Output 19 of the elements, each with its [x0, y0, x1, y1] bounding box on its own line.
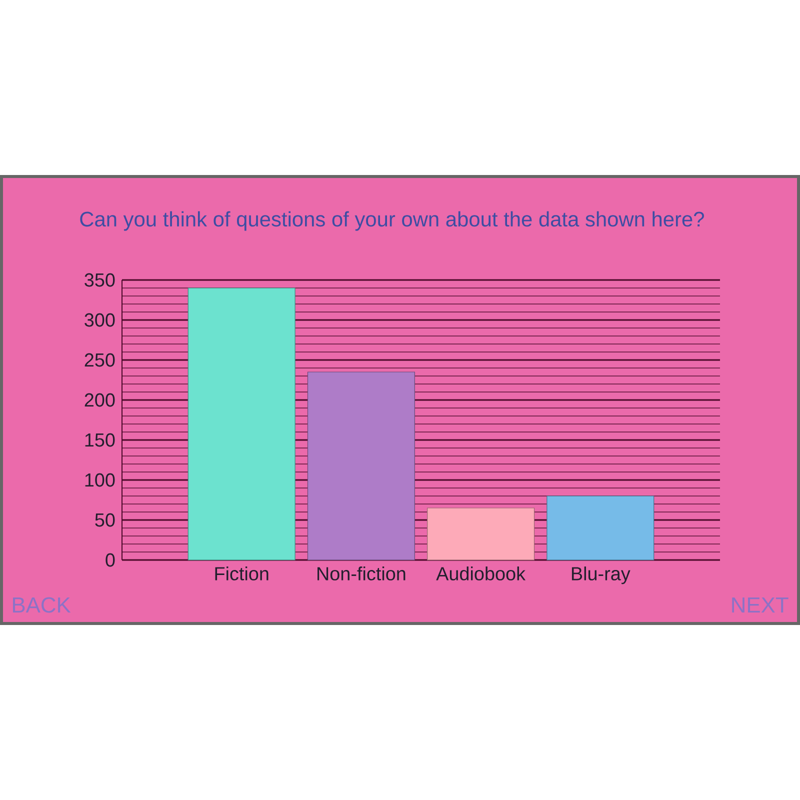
y-tick-label: 150: [85, 433, 115, 447]
y-tick-label: 250: [84, 353, 115, 367]
y-tick-label: 300: [84, 313, 115, 327]
bar: [307, 372, 415, 560]
y-tick-label: 200: [84, 393, 115, 407]
y-tick-label: 50: [95, 513, 115, 527]
y-tick-label: 100: [85, 473, 115, 487]
bar: [427, 508, 535, 560]
bar: [188, 288, 296, 560]
chart-title: Can you think of questions of your own about the data shown here?: [80, 211, 704, 231]
bar: [546, 496, 654, 560]
x-tick-label: Blu-ray: [572, 566, 630, 584]
x-tick-label: Fiction: [215, 566, 268, 580]
y-tick-label: 0: [106, 553, 115, 567]
x-tick-label: Audiobook: [436, 566, 526, 580]
text: NEXT: [732, 597, 788, 613]
y-tick-label: 350: [84, 273, 115, 287]
x-tick-label: Non-fiction: [318, 566, 406, 580]
text: BACK: [12, 597, 71, 613]
